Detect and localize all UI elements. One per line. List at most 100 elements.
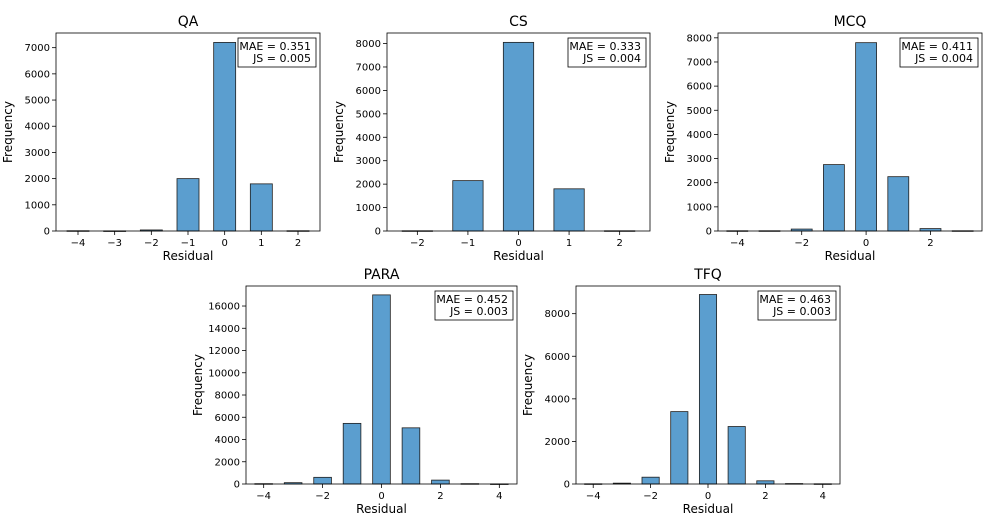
bar--1 <box>452 180 484 232</box>
y-axis-label: Frequency <box>1 101 15 163</box>
bar-0 <box>698 294 718 485</box>
y-tick-label: 1000 <box>687 202 712 213</box>
x-tick-label: 2 <box>295 238 301 249</box>
y-tick-label: 1000 <box>25 200 50 211</box>
y-tick-label: 6000 <box>356 86 381 97</box>
y-tick-label: 8000 <box>545 309 570 320</box>
bar-0 <box>213 42 237 232</box>
bar--2 <box>641 476 660 485</box>
chart-title: TFQ <box>693 267 722 283</box>
y-tick-label: 0 <box>44 227 50 238</box>
y-tick-label: 12000 <box>208 346 240 357</box>
y-axis-label: Frequency <box>663 101 677 163</box>
bar--1 <box>176 178 200 232</box>
y-axis-label: Frequency <box>191 354 205 416</box>
chart-title: MCQ <box>834 14 867 30</box>
x-tick-label: −2 <box>643 491 658 502</box>
mae-text: MAE = 0.351 <box>239 40 311 53</box>
x-axis-label: Residual <box>163 249 214 263</box>
x-tick-label: 0 <box>863 238 869 249</box>
x-tick-label: −4 <box>586 491 601 502</box>
stats-box <box>434 290 514 321</box>
stats-box <box>237 37 317 68</box>
stats-box <box>899 37 979 68</box>
stats-box <box>567 37 647 68</box>
mae-text: MAE = 0.463 <box>759 293 831 306</box>
stats-box <box>757 290 837 321</box>
y-tick-label: 8000 <box>356 39 381 50</box>
mae-text: MAE = 0.411 <box>901 40 973 53</box>
js-text: JS = 0.004 <box>582 52 641 65</box>
y-tick-label: 0 <box>706 227 712 238</box>
y-tick-label: 3000 <box>25 148 50 159</box>
x-tick-label: 2 <box>616 238 622 249</box>
x-tick-label: 2 <box>927 238 933 249</box>
x-tick-label: −1 <box>181 238 196 249</box>
y-tick-label: 0 <box>234 480 240 491</box>
y-tick-label: 4000 <box>545 394 570 405</box>
chart-title: QA <box>178 14 199 30</box>
x-tick-label: 2 <box>437 491 443 502</box>
x-tick-label: −1 <box>461 238 476 249</box>
x-tick-label: −4 <box>256 491 271 502</box>
chart-title: CS <box>509 14 528 30</box>
y-tick-label: 5000 <box>687 106 712 117</box>
y-tick-label: 10000 <box>208 368 240 379</box>
y-tick-label: 3000 <box>356 156 381 167</box>
x-axis-label: Residual <box>825 249 876 263</box>
bar--1 <box>342 422 362 485</box>
panel-tfq: −4 −2 0 2 4 0 2000 4000 6000 8000 TFQ Residual Frequ… <box>521 267 841 516</box>
x-tick-label: 1 <box>566 238 572 249</box>
x-tick-label: −4 <box>71 238 86 249</box>
bar-0 <box>502 41 535 232</box>
y-tick-label: 5000 <box>356 109 381 120</box>
x-tick-label: −3 <box>107 238 122 249</box>
y-tick-label: 4000 <box>25 122 50 133</box>
y-tick-label: 0 <box>375 227 381 238</box>
y-tick-label: 4000 <box>687 130 712 141</box>
bar-2 <box>431 479 450 485</box>
x-tick-label: −2 <box>315 491 330 502</box>
x-tick-label: 0 <box>515 238 521 249</box>
x-tick-label: 0 <box>705 491 711 502</box>
x-tick-label: −2 <box>794 238 809 249</box>
y-tick-label: 2000 <box>25 174 50 185</box>
y-tick-label: 7000 <box>687 57 712 68</box>
y-tick-label: 7000 <box>25 43 50 54</box>
bar-2 <box>756 480 775 485</box>
chart-title: PARA <box>364 267 400 283</box>
bar-1 <box>249 183 273 232</box>
y-tick-label: 3000 <box>687 154 712 165</box>
js-text: JS = 0.003 <box>449 305 508 318</box>
y-tick-label: 6000 <box>25 69 50 80</box>
x-tick-label: 0 <box>378 491 384 502</box>
x-tick-label: 1 <box>258 238 264 249</box>
x-axis-label: Residual <box>683 502 734 516</box>
panel-mcq: −4 −2 0 2 0 1000 2000 3000 4000 5000 6000 7000 8000 M… <box>663 14 983 263</box>
y-tick-label: 0 <box>564 480 570 491</box>
y-tick-label: 8000 <box>215 391 240 402</box>
bar-1 <box>727 426 746 485</box>
js-text: JS = 0.004 <box>914 52 973 65</box>
y-tick-label: 14000 <box>208 324 240 335</box>
x-tick-label: 4 <box>820 491 826 502</box>
bar-1 <box>401 427 421 485</box>
y-tick-label: 8000 <box>687 33 712 44</box>
bar-1 <box>887 176 910 232</box>
bar--1 <box>823 164 845 232</box>
y-tick-label: 4000 <box>356 133 381 144</box>
y-tick-label: 2000 <box>356 180 381 191</box>
y-tick-label: 16000 <box>208 302 240 313</box>
x-tick-label: 4 <box>496 491 502 502</box>
panel-cs: −2 −1 0 1 2 0 1000 2000 3000 4000 5000 6000 7000 8000… <box>332 14 651 263</box>
y-tick-label: 2000 <box>215 457 240 468</box>
bar-1 <box>553 188 585 232</box>
js-text: JS = 0.003 <box>772 305 831 318</box>
x-tick-label: −2 <box>410 238 425 249</box>
panel-para: −4 −2 0 2 4 0 2000 4000 6000 8000 10000 12000 14000 1… <box>191 267 518 516</box>
axes-frame <box>717 32 983 232</box>
x-tick-label: −4 <box>730 238 745 249</box>
y-tick-label: 2000 <box>687 178 712 189</box>
y-tick-label: 6000 <box>215 413 240 424</box>
